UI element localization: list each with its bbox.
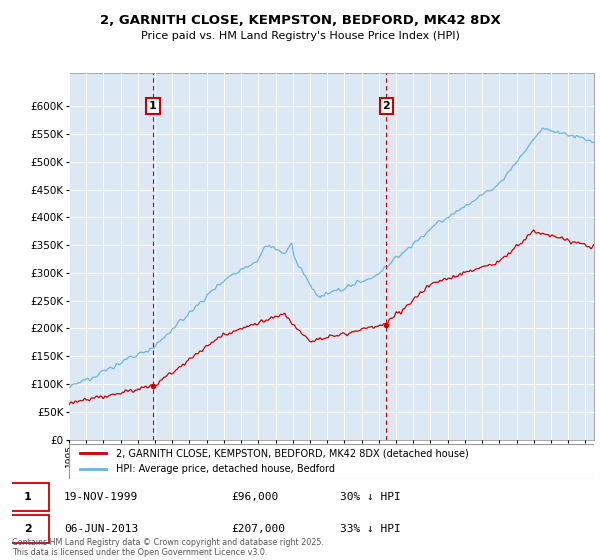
FancyBboxPatch shape — [6, 515, 49, 543]
Text: £207,000: £207,000 — [231, 524, 285, 534]
Text: 1: 1 — [149, 101, 157, 111]
Text: 06-JUN-2013: 06-JUN-2013 — [64, 524, 138, 534]
Text: 2, GARNITH CLOSE, KEMPSTON, BEDFORD, MK42 8DX (detached house): 2, GARNITH CLOSE, KEMPSTON, BEDFORD, MK4… — [116, 449, 469, 459]
Text: HPI: Average price, detached house, Bedford: HPI: Average price, detached house, Bedf… — [116, 464, 335, 474]
Text: 33% ↓ HPI: 33% ↓ HPI — [340, 524, 401, 534]
Text: 2: 2 — [382, 101, 390, 111]
Text: 1: 1 — [24, 492, 32, 502]
Text: 30% ↓ HPI: 30% ↓ HPI — [340, 492, 401, 502]
Text: 2: 2 — [24, 524, 32, 534]
Text: 19-NOV-1999: 19-NOV-1999 — [64, 492, 138, 502]
Text: £96,000: £96,000 — [231, 492, 278, 502]
Text: Price paid vs. HM Land Registry's House Price Index (HPI): Price paid vs. HM Land Registry's House … — [140, 31, 460, 41]
FancyBboxPatch shape — [6, 483, 49, 511]
Text: 2, GARNITH CLOSE, KEMPSTON, BEDFORD, MK42 8DX: 2, GARNITH CLOSE, KEMPSTON, BEDFORD, MK4… — [100, 14, 500, 27]
Text: Contains HM Land Registry data © Crown copyright and database right 2025.
This d: Contains HM Land Registry data © Crown c… — [12, 538, 324, 557]
